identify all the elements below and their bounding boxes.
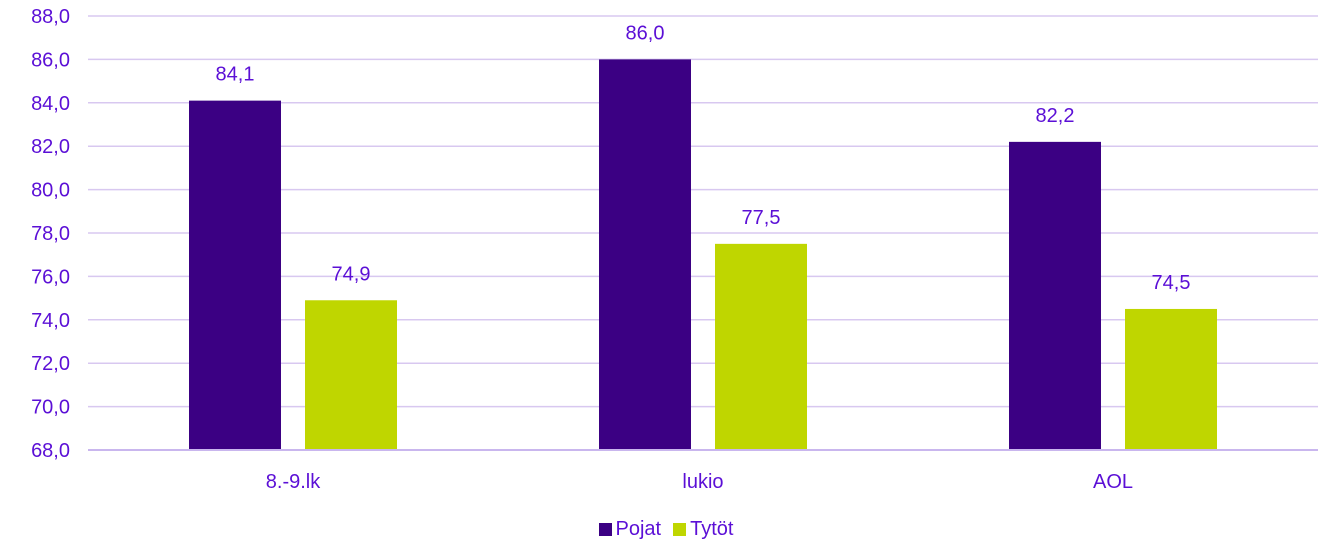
bar-tytt-1 bbox=[715, 243, 807, 450]
bar-pojat-2 bbox=[1009, 141, 1101, 451]
y-tick-label: 72,0 bbox=[31, 353, 70, 375]
y-tick-label: 84,0 bbox=[31, 93, 70, 115]
gridlines bbox=[88, 15, 1318, 451]
bar-tytt-0 bbox=[305, 300, 397, 450]
y-tick-label: 74,0 bbox=[31, 310, 70, 332]
y-tick-label: 88,0 bbox=[31, 6, 70, 28]
legend: Pojat Tytöt bbox=[0, 518, 1332, 541]
x-axis: 8.-9.lk lukio AOL bbox=[88, 449, 1318, 493]
data-label: 74,9 bbox=[332, 263, 371, 285]
legend-label-pojat: Pojat bbox=[615, 518, 662, 540]
y-tick-label: 78,0 bbox=[31, 223, 70, 245]
bar-pojat-0 bbox=[189, 100, 281, 450]
data-label: 84,1 bbox=[216, 64, 255, 86]
data-label: 86,0 bbox=[626, 22, 665, 44]
bar-tytt-2 bbox=[1125, 308, 1217, 450]
bars bbox=[189, 59, 1217, 451]
data-label: 74,5 bbox=[1152, 272, 1191, 294]
legend-label-tytot: Tytöt bbox=[690, 518, 734, 540]
y-tick-label: 82,0 bbox=[31, 136, 70, 158]
x-tick-label: lukio bbox=[682, 471, 723, 493]
y-tick-label: 70,0 bbox=[31, 397, 70, 419]
legend-swatch-pojat bbox=[598, 523, 612, 536]
y-tick-label: 86,0 bbox=[31, 49, 70, 71]
x-tick-label: 8.-9.lk bbox=[266, 471, 321, 493]
legend-swatch-tytot bbox=[673, 523, 687, 536]
y-tick-label: 68,0 bbox=[31, 440, 70, 462]
x-tick-label: AOL bbox=[1093, 471, 1133, 493]
data-label: 82,2 bbox=[1036, 105, 1075, 127]
legend-item-tytot: Tytöt bbox=[673, 518, 733, 541]
y-tick-label: 76,0 bbox=[31, 266, 70, 288]
y-axis: 68,0 70,0 72,0 74,0 76,0 78,0 80,0 82,0 84,0 86,0… bbox=[31, 6, 70, 462]
y-tick-label: 80,0 bbox=[31, 180, 70, 202]
legend-item-pojat: Pojat bbox=[598, 518, 662, 541]
data-label: 77,5 bbox=[742, 207, 781, 229]
data-labels: 84,1 74,9 86,0 77,5 82,2 74,5 bbox=[216, 22, 1191, 294]
bar-pojat-1 bbox=[599, 59, 691, 451]
